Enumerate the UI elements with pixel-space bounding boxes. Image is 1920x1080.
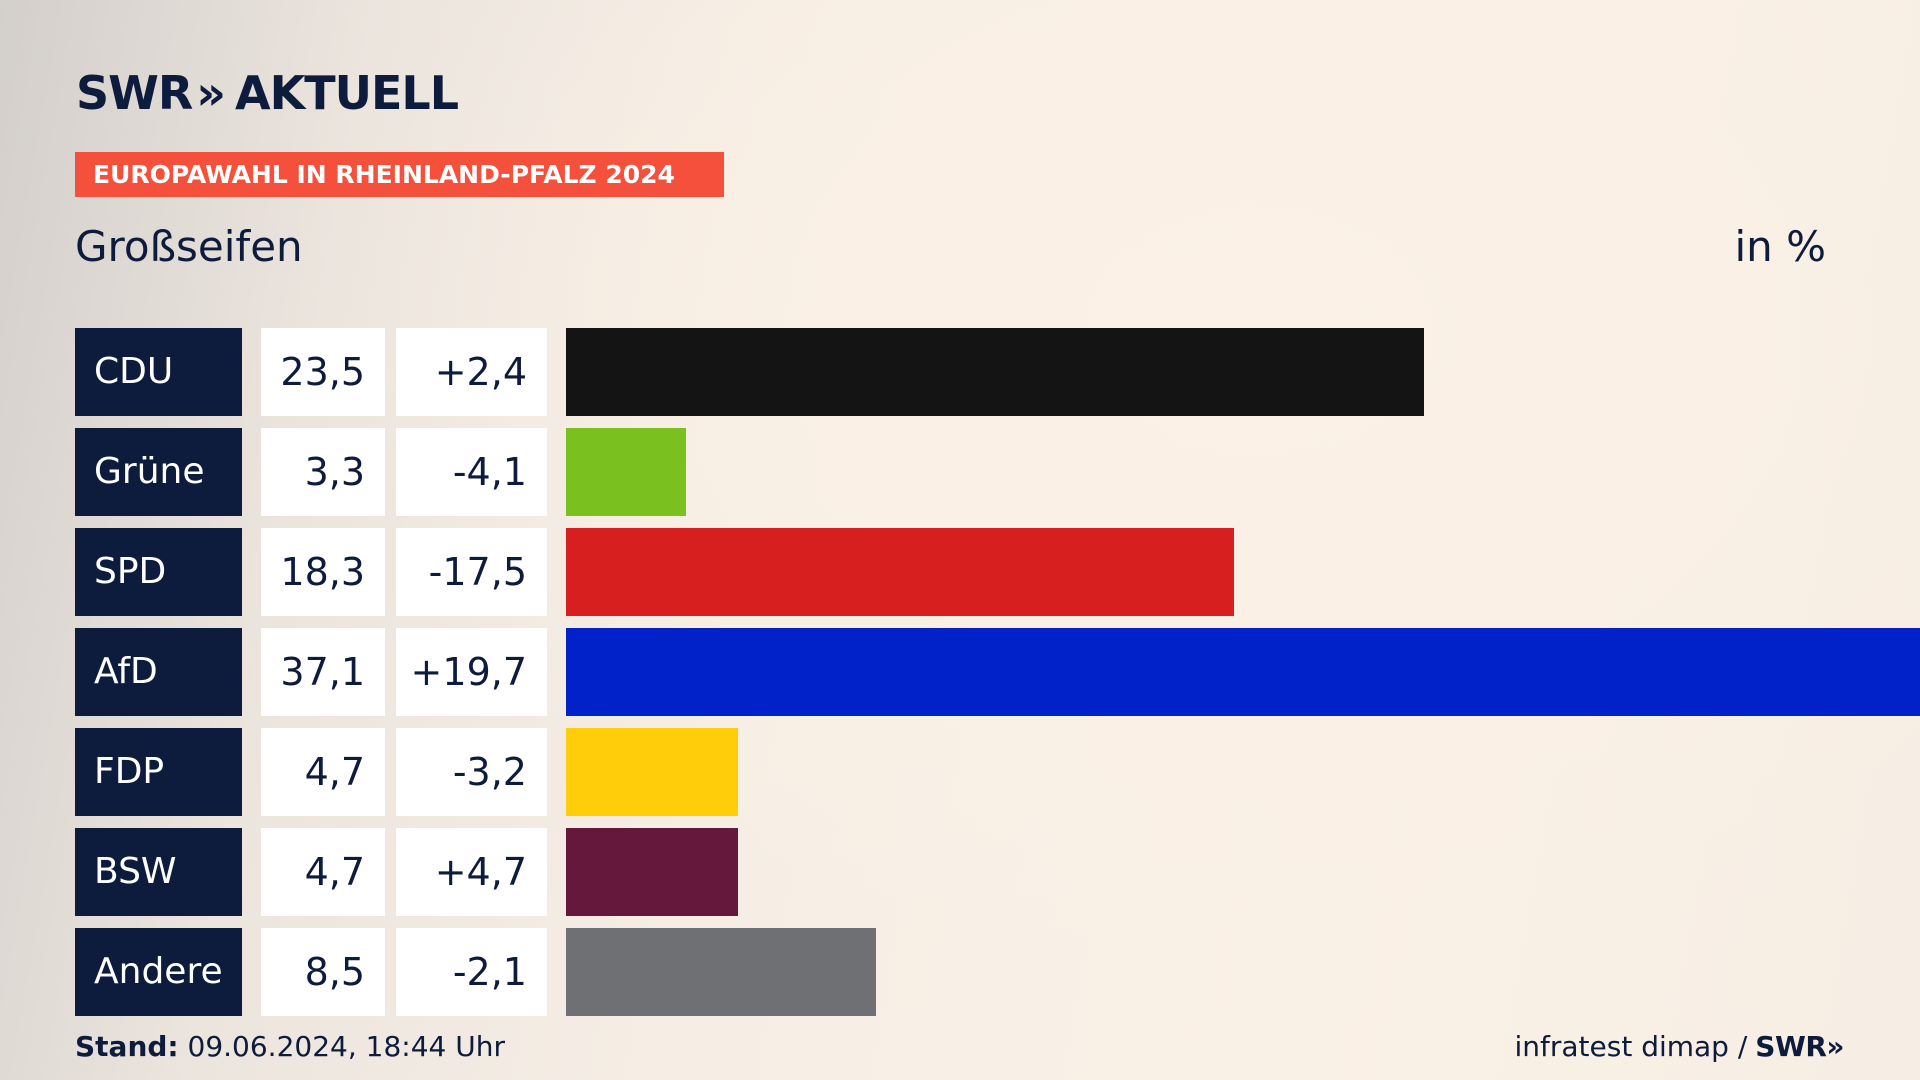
place-title: Großseifen (75, 222, 303, 271)
result-value: 8,5 (261, 928, 385, 1016)
result-bar (566, 828, 738, 916)
party-label: Grüne (75, 428, 242, 516)
result-change: -2,1 (396, 928, 547, 1016)
result-change: -3,2 (396, 728, 547, 816)
result-value: 4,7 (261, 828, 385, 916)
party-label: CDU (75, 328, 242, 416)
result-row-spd: SPD 18,3 -17,5 (75, 528, 1845, 616)
result-value: 4,7 (261, 728, 385, 816)
result-value: 3,3 (261, 428, 385, 516)
result-row-andere: Andere 8,5 -2,1 (75, 928, 1845, 1016)
chevron-double-right-icon: » (196, 66, 226, 120)
result-row-grüne: Grüne 3,3 -4,1 (75, 428, 1845, 516)
result-row-cdu: CDU 23,5 +2,4 (75, 328, 1845, 416)
result-row-bsw: BSW 4,7 +4,7 (75, 828, 1845, 916)
party-label: FDP (75, 728, 242, 816)
result-change: -17,5 (396, 528, 547, 616)
logo-aktuell-text: AKTUELL (235, 66, 459, 120)
source-info: infratest dimap / SWR» (1514, 1030, 1844, 1063)
party-label: BSW (75, 828, 242, 916)
result-value: 37,1 (261, 628, 385, 716)
result-row-afd: AfD 37,1 +19,7 (75, 628, 1920, 716)
party-label: SPD (75, 528, 242, 616)
result-bar (566, 428, 686, 516)
result-bar (566, 628, 1920, 716)
swr-aktuell-logo: SWR » AKTUELL (76, 66, 459, 120)
stand-value: 09.06.2024, 18:44 Uhr (178, 1030, 505, 1063)
party-label: Andere (75, 928, 242, 1016)
result-change: +4,7 (396, 828, 547, 916)
result-value: 18,3 (261, 528, 385, 616)
result-row-fdp: FDP 4,7 -3,2 (75, 728, 1845, 816)
result-bar (566, 728, 738, 816)
unit-label: in % (1734, 222, 1826, 271)
result-value: 23,5 (261, 328, 385, 416)
result-bar (566, 528, 1234, 616)
stand-label: Stand: (75, 1030, 179, 1063)
source-text: infratest dimap / (1514, 1030, 1748, 1063)
party-label: AfD (75, 628, 242, 716)
election-badge: EUROPAWAHL IN RHEINLAND-PFALZ 2024 (75, 152, 724, 197)
stand-info: Stand: 09.06.2024, 18:44 Uhr (75, 1030, 505, 1063)
result-bar (566, 928, 876, 1016)
result-change: +19,7 (396, 628, 547, 716)
result-change: +2,4 (396, 328, 547, 416)
source-brand-logo: SWR» (1755, 1030, 1844, 1063)
result-change: -4,1 (396, 428, 547, 516)
result-bar (566, 328, 1424, 416)
logo-swr-text: SWR (76, 66, 193, 120)
